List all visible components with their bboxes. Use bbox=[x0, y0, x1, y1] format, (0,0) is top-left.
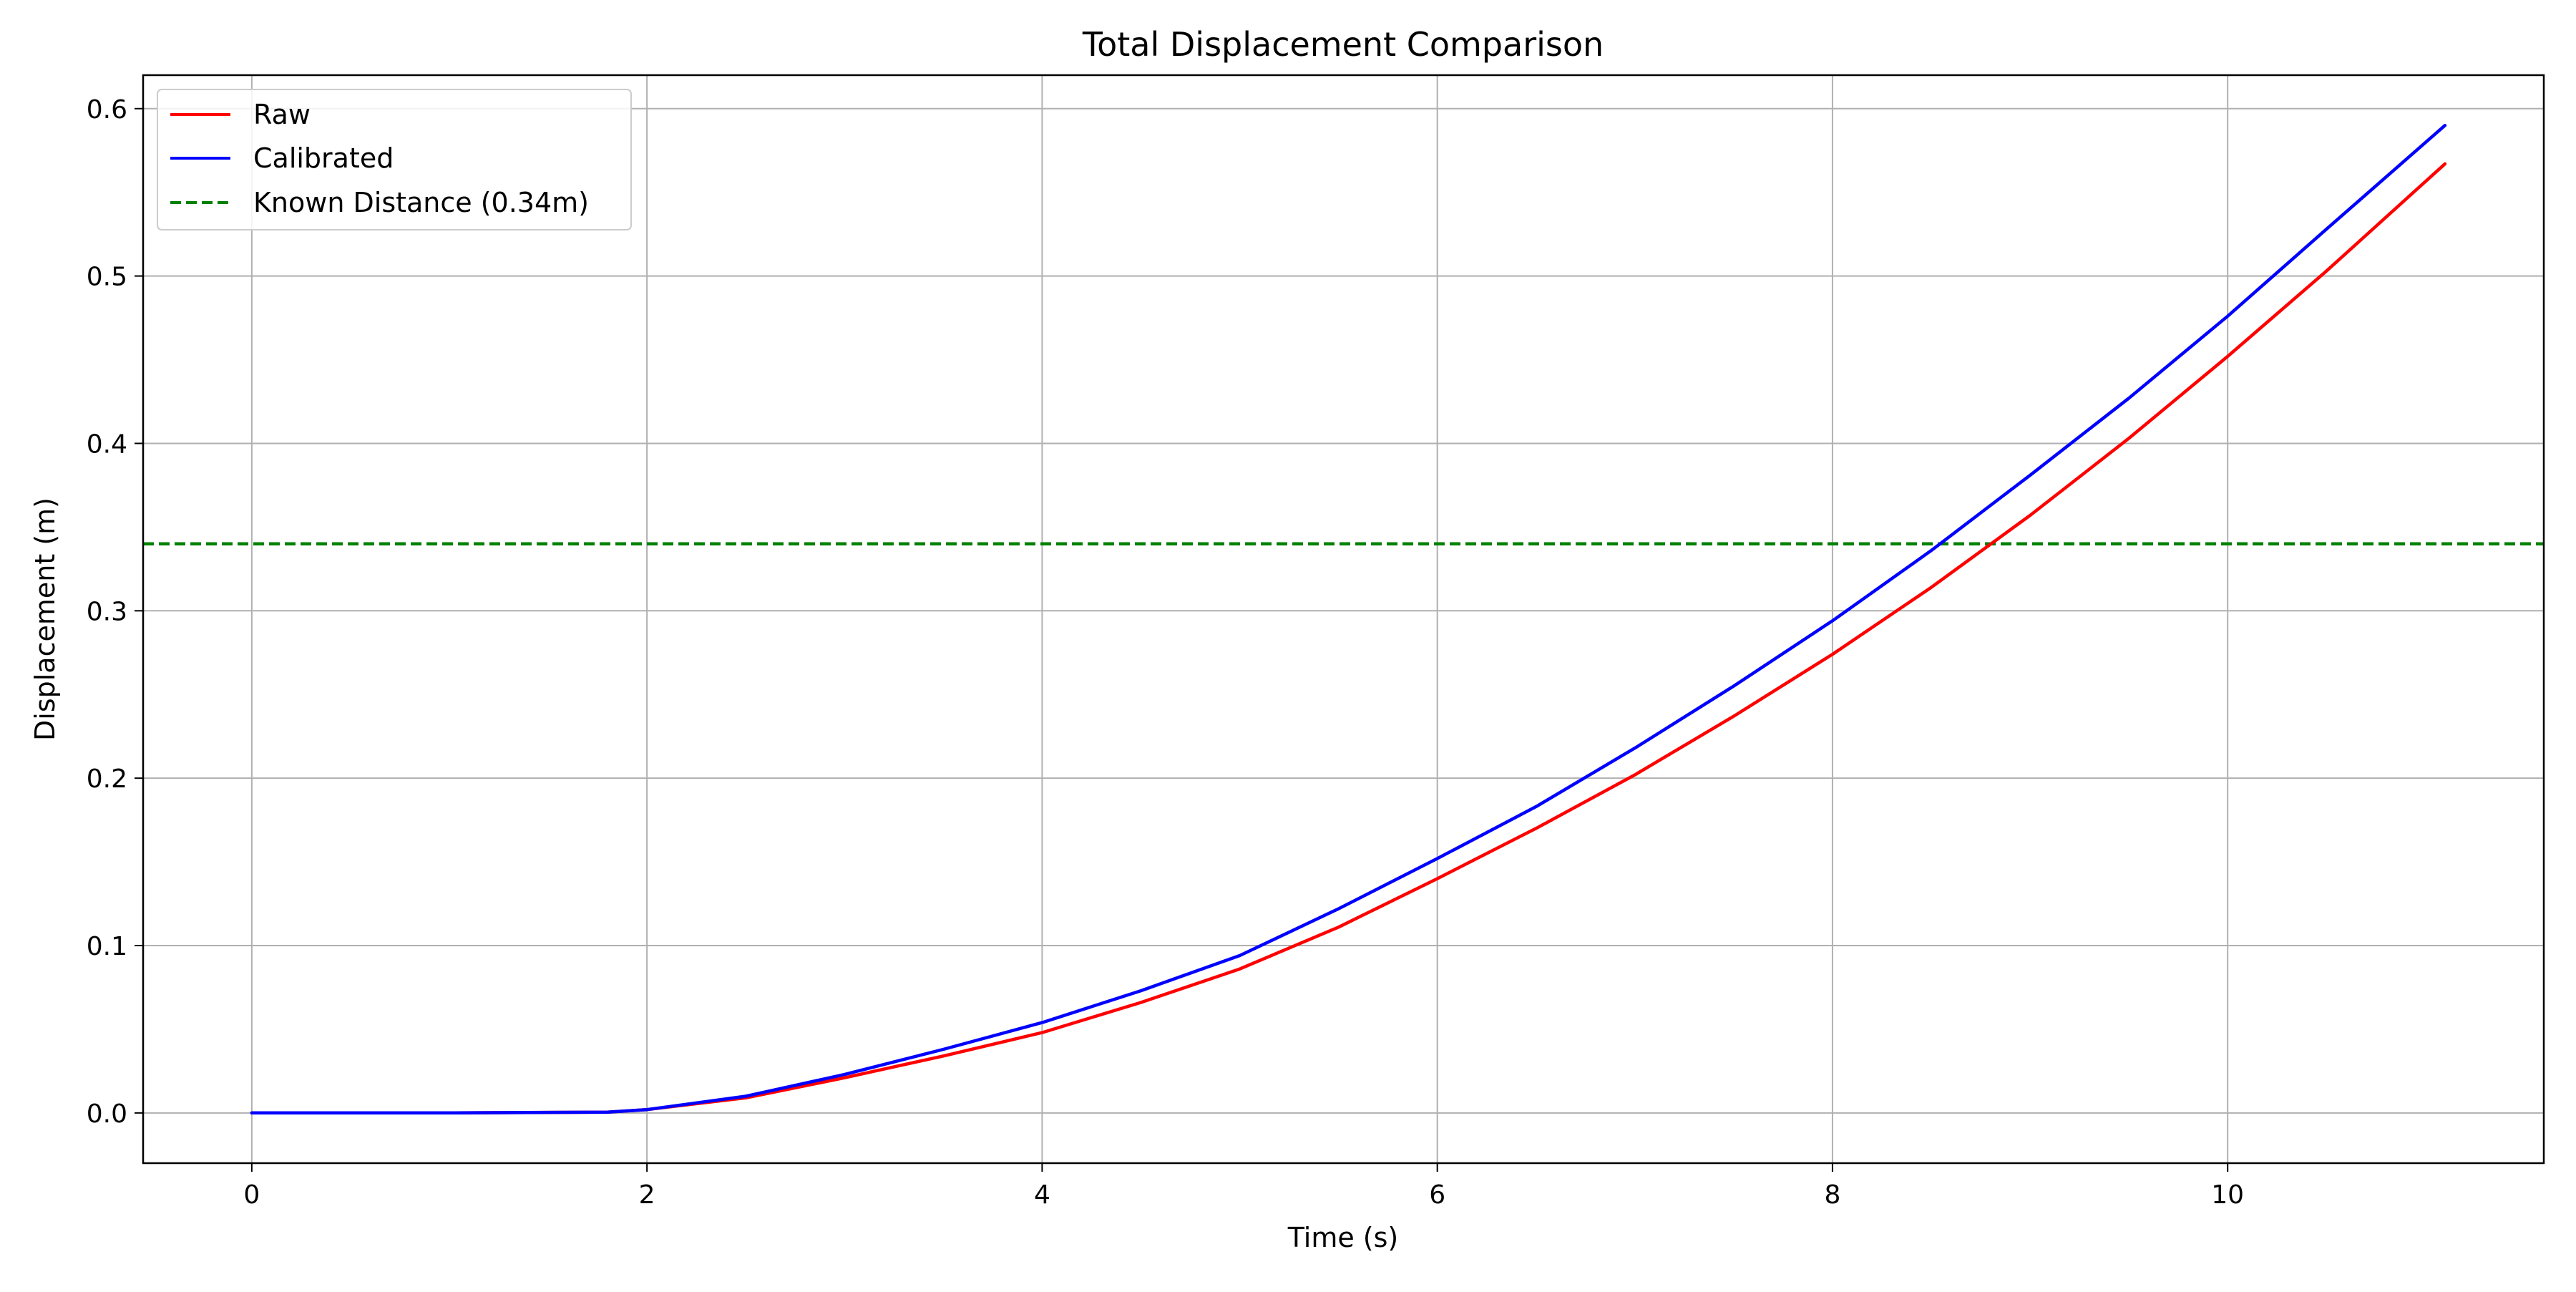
x-tick-label: 10 bbox=[2211, 1180, 2244, 1210]
legend-label-known-distance: Known Distance (0.34m) bbox=[253, 187, 589, 218]
x-tick-label: 4 bbox=[1034, 1180, 1050, 1210]
x-tick-label: 6 bbox=[1429, 1180, 1445, 1210]
y-tick-label: 0.0 bbox=[87, 1099, 127, 1129]
y-tick-label: 0.4 bbox=[87, 429, 127, 459]
x-axis-title: Time (s) bbox=[1287, 1222, 1399, 1253]
legend-box bbox=[157, 89, 632, 230]
legend: Raw Calibrated Known Distance (0.34m) bbox=[157, 89, 632, 230]
x-tick-label: 0 bbox=[243, 1180, 260, 1210]
series-line-calibrated bbox=[250, 123, 2447, 1115]
plot-area-frame bbox=[142, 74, 2545, 1165]
grid bbox=[143, 75, 2544, 1163]
y-tick-label: 0.2 bbox=[87, 764, 127, 794]
y-tick-label: 0.3 bbox=[87, 597, 127, 626]
legend-label-calibrated: Calibrated bbox=[253, 142, 394, 174]
y-tick-label: 0.1 bbox=[87, 932, 127, 961]
y-tick-label: 0.6 bbox=[87, 95, 127, 125]
chart-title: Total Displacement Comparison bbox=[1082, 25, 1604, 64]
axis-ticks: 0 2 4 6 8 10 0.0 0.1 0.2 0.3 0.4 0.5 0.6 bbox=[87, 95, 2244, 1210]
x-tick-label: 8 bbox=[1824, 1180, 1840, 1210]
series-lines bbox=[250, 123, 2447, 1115]
y-tick-label: 0.5 bbox=[87, 263, 127, 292]
y-axis-title: Displacement (m) bbox=[29, 497, 61, 741]
legend-label-raw: Raw bbox=[253, 99, 311, 130]
x-tick-label: 2 bbox=[639, 1180, 655, 1210]
